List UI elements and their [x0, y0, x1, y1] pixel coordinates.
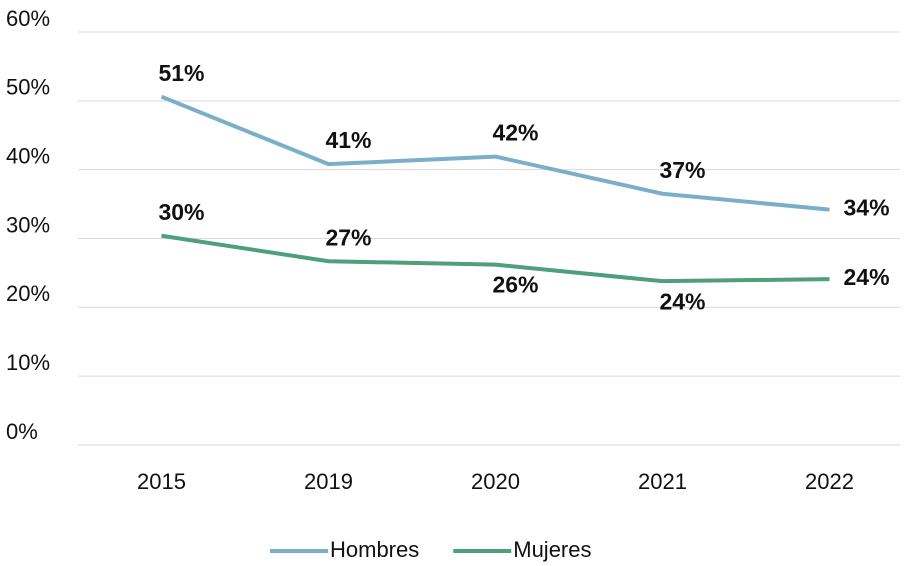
value-label: 27%: [325, 224, 371, 250]
y-tick-label: 0%: [6, 419, 38, 444]
x-tick-label: 2020: [471, 469, 520, 494]
x-tick-label: 2019: [304, 469, 353, 494]
value-label: 26%: [492, 272, 538, 298]
y-tick-label: 40%: [6, 143, 50, 168]
value-label: 24%: [844, 264, 890, 290]
value-label: 41%: [325, 127, 371, 153]
value-label: 30%: [158, 199, 204, 225]
legend-label: Mujeres: [513, 537, 591, 562]
x-tick-label: 2022: [805, 469, 854, 494]
legend-label: Hombres: [330, 537, 419, 562]
y-tick-label: 50%: [6, 75, 50, 100]
y-tick-label: 20%: [6, 281, 50, 306]
y-tick-label: 30%: [6, 212, 50, 237]
value-label: 34%: [844, 195, 890, 221]
value-label: 51%: [158, 60, 204, 86]
x-tick-label: 2015: [137, 469, 186, 494]
value-label: 42%: [492, 120, 538, 146]
series-line: [160, 94, 830, 212]
x-tick-label: 2021: [638, 469, 687, 494]
value-label: 37%: [659, 157, 705, 183]
y-tick-label: 10%: [6, 350, 50, 375]
y-tick-label: 60%: [6, 6, 50, 31]
value-label: 24%: [659, 288, 705, 314]
series-line: [161, 233, 830, 284]
